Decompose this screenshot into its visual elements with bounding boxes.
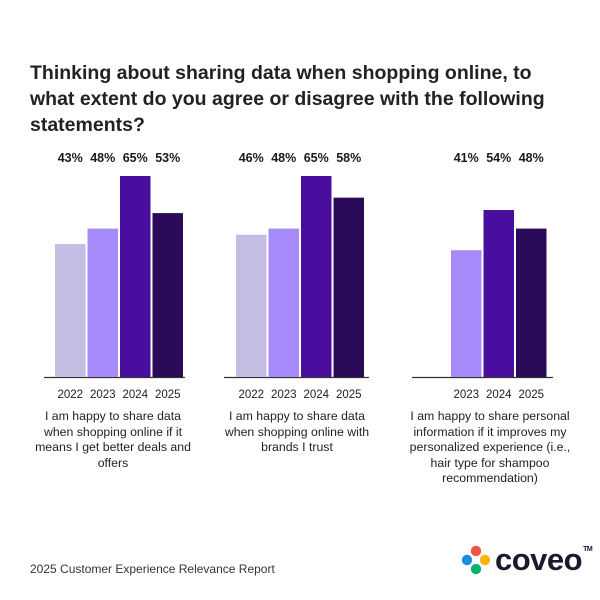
bar-2023 (451, 250, 482, 377)
x-tick-label: 2023 (271, 389, 297, 401)
chart-caption-deals: I am happy to share data when shopping o… (35, 409, 191, 470)
bar-value-label: 65% (123, 151, 148, 165)
x-tick-label: 2022 (238, 389, 264, 401)
bar-2025 (516, 228, 547, 377)
coveo-logo-icon (461, 545, 491, 575)
x-tick-label: 2025 (336, 389, 362, 401)
chart-caption-trust: I am happy to share data when shopping o… (224, 409, 370, 454)
report-name: 2025 Customer Experience Relevance Repor… (30, 562, 275, 576)
x-tick-label: 2025 (518, 389, 544, 401)
bar-value-label: 48% (519, 151, 544, 165)
x-tick-label: 2023 (90, 389, 116, 401)
bar-2024 (483, 210, 514, 377)
coveo-wordmark-text: coveo (495, 542, 583, 577)
coveo-wordmark: coveoTM (495, 542, 593, 578)
x-tick-label: 2023 (453, 389, 479, 401)
x-tick-label: 2024 (486, 389, 512, 401)
bar-2025 (152, 213, 183, 377)
bar-value-label: 65% (304, 151, 329, 165)
bar-value-label: 43% (58, 151, 83, 165)
x-tick-label: 2024 (303, 389, 329, 401)
bar-2024 (120, 176, 151, 377)
x-tick-label: 2022 (57, 389, 83, 401)
bar-2022 (236, 234, 267, 377)
bar-2023 (268, 228, 299, 377)
bar-value-label: 58% (336, 151, 361, 165)
bar-value-label: 54% (486, 151, 511, 165)
bar-2025 (333, 197, 364, 377)
bar-value-label: 48% (271, 151, 296, 165)
x-tick-label: 2024 (122, 389, 148, 401)
bar-value-label: 48% (90, 151, 115, 165)
chart-title: Thinking about sharing data when shoppin… (30, 62, 545, 136)
trademark-symbol: TM (583, 546, 593, 553)
bar-value-label: 41% (454, 151, 479, 165)
bar-value-label: 53% (155, 151, 180, 165)
x-tick-label: 2025 (155, 389, 181, 401)
chart-caption-personal: I am happy to share personal information… (409, 409, 571, 485)
bar-2022 (55, 244, 86, 377)
bar-2023 (87, 228, 118, 377)
bar-2024 (301, 176, 332, 377)
coveo-logo: coveoTM (461, 542, 593, 578)
bar-value-label: 46% (239, 151, 264, 165)
